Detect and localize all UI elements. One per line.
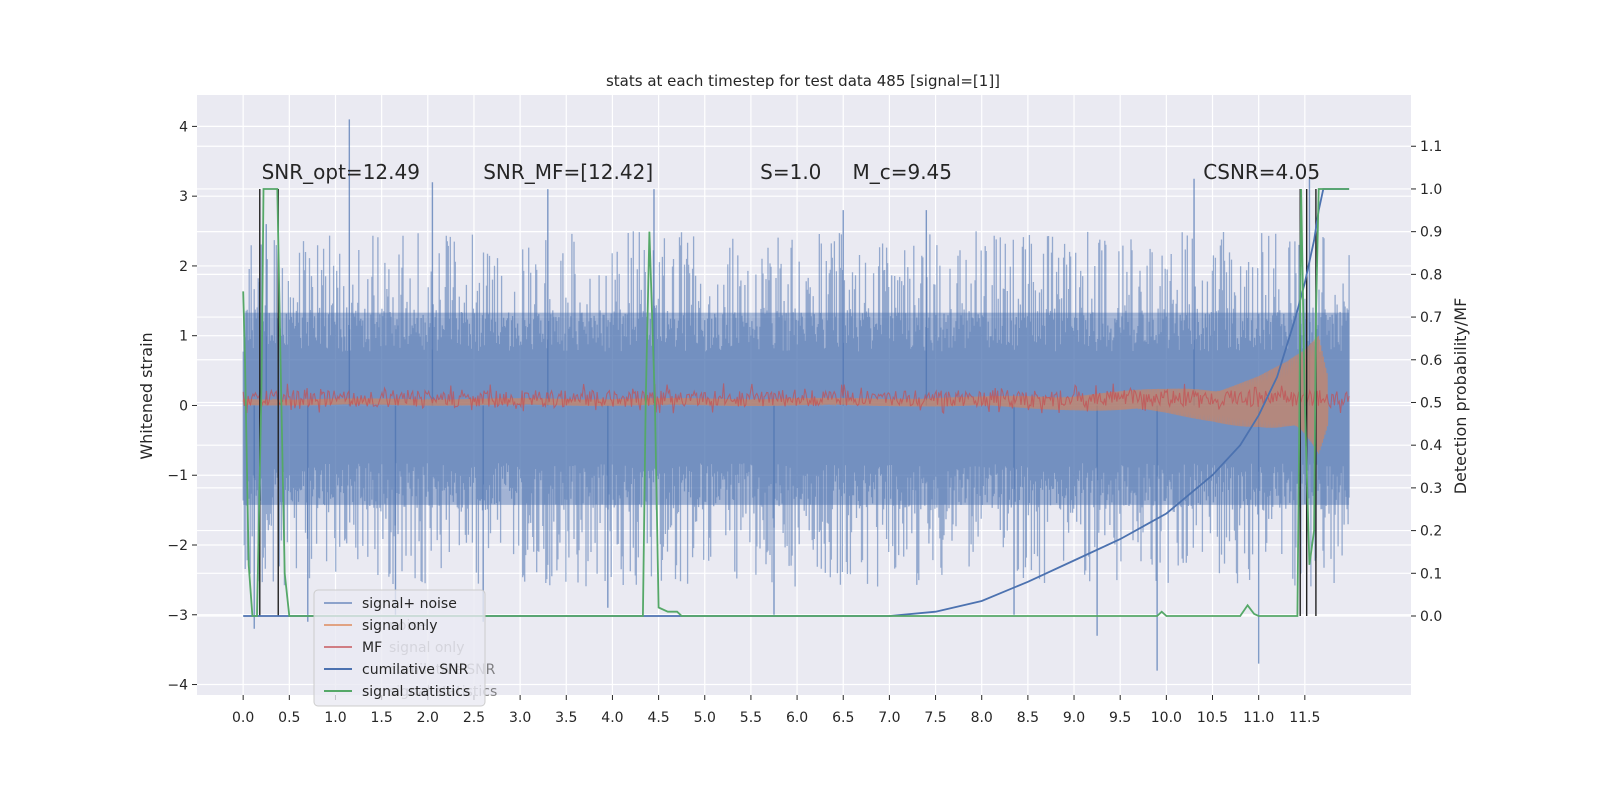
legend-entry: signal statistics bbox=[362, 684, 470, 700]
x-tick-label: 2.0 bbox=[417, 710, 439, 726]
y-tick-label: −4 bbox=[167, 678, 188, 694]
x-tick-label: 11.0 bbox=[1243, 710, 1274, 726]
series-layer bbox=[242, 119, 1350, 671]
legend-entry: cumilative SNR bbox=[362, 662, 469, 678]
y-tick-label: 3 bbox=[179, 189, 188, 205]
x-tick-label: 1.0 bbox=[324, 710, 346, 726]
x-tick-label: 0.0 bbox=[232, 710, 254, 726]
y-tick-label: −1 bbox=[167, 468, 188, 484]
x-tick-label: 2.5 bbox=[463, 710, 485, 726]
annotation-0: SNR_opt=12.49 bbox=[262, 160, 420, 184]
annotation-1: SNR_MF=[12.42] bbox=[483, 160, 653, 184]
legend-entry: MF bbox=[362, 640, 382, 656]
x-tick-label: 11.5 bbox=[1289, 710, 1320, 726]
y-right-tick-label: 0.8 bbox=[1420, 267, 1442, 283]
annotation-layer: SNR_opt=12.49 SNR_MF=[12.42] S=1.0 M_c=9.45… bbox=[262, 160, 1320, 184]
y-tick-label: 1 bbox=[179, 329, 188, 345]
y-right-tick-label: 0.4 bbox=[1420, 438, 1442, 454]
chart-title: stats at each timestep for test data 485… bbox=[606, 72, 1000, 90]
mf-line bbox=[242, 383, 1350, 415]
x-tick-label: 8.5 bbox=[1017, 710, 1039, 726]
x-tick-label: 10.0 bbox=[1151, 710, 1182, 726]
y-axis-label-right: Detection probability/MF bbox=[1451, 298, 1470, 495]
y-right-tick-label: 0.5 bbox=[1420, 395, 1442, 411]
legend-box bbox=[313, 589, 486, 707]
x-tick-label: 0.5 bbox=[278, 710, 300, 726]
y-tick-label: 2 bbox=[179, 259, 188, 275]
y-right-tick-label: 0.0 bbox=[1420, 609, 1442, 625]
x-tick-label: 5.0 bbox=[694, 710, 716, 726]
legend-entry: signal only bbox=[362, 618, 437, 634]
y-right-tick-label: 0.2 bbox=[1420, 524, 1442, 540]
y-axis-label: Whitened strain bbox=[137, 332, 156, 459]
x-tick-label: 7.5 bbox=[924, 710, 946, 726]
y-tick-label: 4 bbox=[179, 119, 188, 135]
x-tick-label: 8.0 bbox=[971, 710, 993, 726]
y-right-tick-label: 0.6 bbox=[1420, 353, 1442, 369]
y-right-tick-label: 0.7 bbox=[1420, 310, 1442, 326]
y-right-tick-label: 0.1 bbox=[1420, 566, 1442, 582]
legend-entry: signal+ noise bbox=[362, 596, 457, 612]
signal-statistics-line bbox=[242, 188, 1350, 617]
y-right-tick-label: 1.1 bbox=[1420, 139, 1442, 155]
y-right-tick-label: 0.9 bbox=[1420, 225, 1442, 241]
x-tick-label: 6.0 bbox=[786, 710, 808, 726]
y-tick-label: 0 bbox=[179, 398, 188, 414]
x-tick-label: 3.0 bbox=[509, 710, 531, 726]
x-tick-label: 4.5 bbox=[647, 710, 669, 726]
annotation-4: CSNR=4.05 bbox=[1203, 160, 1320, 184]
x-tick-label: 9.5 bbox=[1109, 710, 1131, 726]
x-tick-label: 6.5 bbox=[832, 710, 854, 726]
annotation-3: M_c=9.45 bbox=[852, 160, 952, 184]
annotation-2: S=1.0 bbox=[760, 160, 821, 184]
tick-layer: 0.0 0.5 1.0 1.5 2.0 2.5 3.0 3.5 4.0 4.5 5.0 5.5 6.0 6… bbox=[167, 119, 1442, 726]
x-tick-label: 7.0 bbox=[878, 710, 900, 726]
x-tick-label: 3.5 bbox=[555, 710, 577, 726]
y-tick-label: −2 bbox=[167, 538, 188, 554]
x-tick-label: 5.5 bbox=[740, 710, 762, 726]
y-right-tick-label: 0.3 bbox=[1420, 481, 1442, 497]
x-tick-label: 10.5 bbox=[1197, 710, 1228, 726]
x-tick-label: 4.0 bbox=[601, 710, 623, 726]
x-tick-label: 1.5 bbox=[371, 710, 393, 726]
y-tick-label: −3 bbox=[167, 608, 188, 624]
y-right-tick-label: 1.0 bbox=[1420, 182, 1442, 198]
x-tick-label: 9.0 bbox=[1063, 710, 1085, 726]
